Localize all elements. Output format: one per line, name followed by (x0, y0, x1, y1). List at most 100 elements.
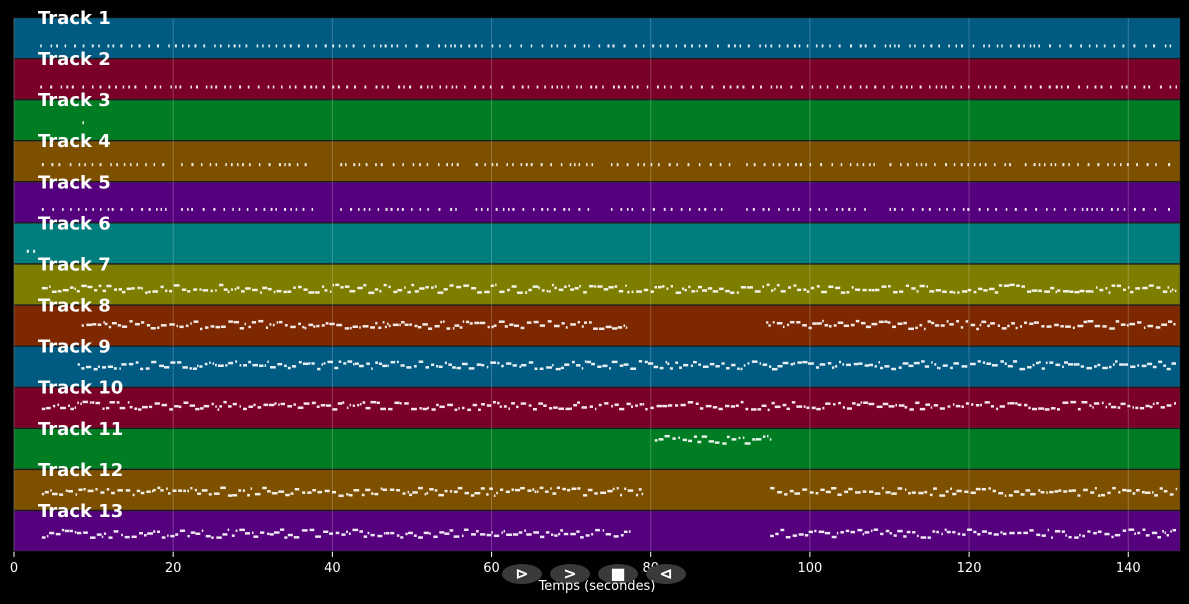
note (238, 85, 242, 89)
note (374, 492, 379, 496)
note (1038, 489, 1041, 492)
note (1148, 284, 1154, 287)
note (880, 532, 884, 536)
note (1168, 207, 1170, 211)
note (1107, 491, 1111, 495)
track-label: Track 13 (38, 501, 123, 522)
note (619, 364, 624, 367)
note (1166, 404, 1172, 407)
note (1169, 44, 1172, 48)
note (311, 207, 314, 211)
note (1001, 44, 1003, 48)
x-tick-label: 0 (10, 561, 18, 576)
stop-button[interactable]: ■ (598, 564, 638, 584)
note (1078, 85, 1080, 89)
note (858, 362, 863, 365)
note (688, 439, 693, 443)
note (1032, 363, 1035, 367)
note (768, 324, 771, 327)
note (612, 487, 615, 491)
note (426, 44, 429, 48)
note (444, 532, 450, 535)
note (322, 85, 325, 89)
note (239, 327, 245, 330)
note (491, 531, 493, 534)
note (253, 535, 259, 538)
note (586, 360, 592, 364)
note (1145, 534, 1150, 537)
note (65, 489, 68, 492)
note (181, 163, 183, 167)
note (590, 85, 593, 89)
note (650, 163, 653, 167)
play-button[interactable]: ⊳ (502, 564, 542, 584)
note (527, 489, 532, 492)
note (165, 207, 167, 211)
note (789, 489, 794, 493)
note (864, 44, 867, 48)
note (315, 535, 322, 538)
note (570, 323, 576, 326)
forward-button[interactable]: > (550, 564, 590, 584)
note (957, 291, 960, 294)
note (154, 85, 157, 89)
note (475, 163, 478, 167)
note (396, 44, 399, 48)
note (323, 362, 326, 365)
note (56, 44, 59, 48)
note (1096, 207, 1098, 211)
note (344, 327, 350, 330)
note (78, 163, 81, 167)
note (796, 405, 803, 408)
note (889, 163, 892, 167)
note (64, 44, 67, 48)
note (955, 404, 961, 408)
note (862, 490, 867, 493)
note (725, 404, 730, 408)
note (718, 407, 723, 411)
note (1132, 406, 1135, 409)
note (1087, 530, 1091, 533)
note (283, 207, 287, 211)
note (200, 163, 203, 167)
note (50, 489, 52, 492)
note (384, 44, 387, 48)
note (791, 401, 796, 404)
note (1089, 404, 1092, 407)
note (831, 535, 837, 539)
note (1017, 531, 1022, 535)
note (197, 364, 199, 368)
note (336, 323, 343, 327)
note (981, 320, 987, 324)
note (481, 363, 485, 367)
note (258, 163, 261, 167)
note (730, 405, 736, 408)
note (399, 323, 401, 327)
note (160, 207, 163, 211)
note (121, 533, 123, 537)
note (663, 85, 666, 89)
note (229, 85, 232, 89)
note (1055, 363, 1061, 367)
track-lane (13, 264, 1181, 305)
note (60, 406, 66, 410)
note (845, 529, 850, 533)
note (1126, 324, 1129, 327)
note (570, 532, 576, 536)
note (612, 85, 615, 89)
track-lane (13, 428, 1181, 470)
note (874, 365, 877, 368)
note (150, 326, 156, 330)
note (1090, 491, 1095, 494)
note (739, 44, 742, 48)
note (949, 290, 954, 294)
note (916, 290, 919, 293)
note (1024, 163, 1027, 167)
note (247, 494, 250, 497)
note (1143, 85, 1146, 89)
back-button[interactable]: ⊲ (646, 564, 686, 584)
note (467, 408, 472, 412)
note (131, 535, 137, 539)
note (69, 286, 74, 289)
